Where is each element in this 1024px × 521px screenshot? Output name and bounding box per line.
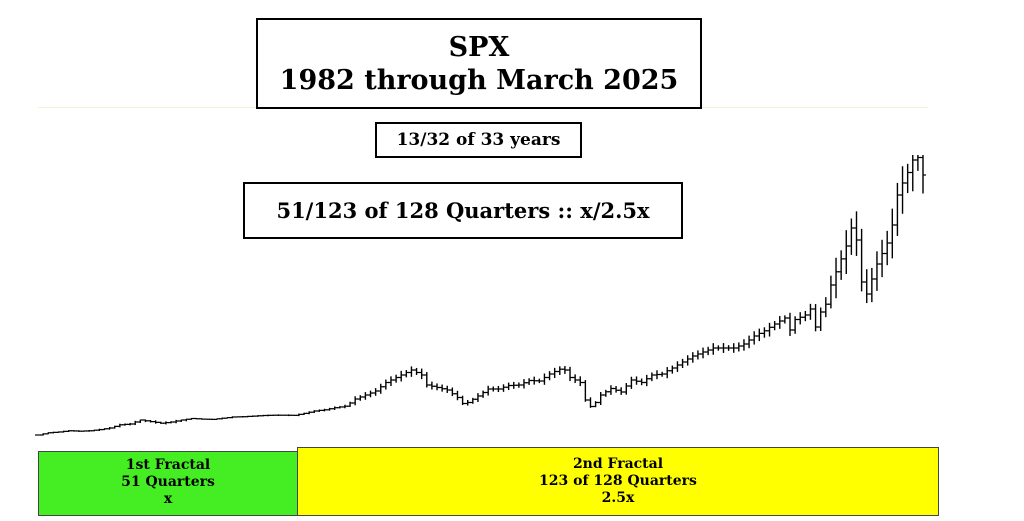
first-fractal-quarters: 51 Quarters <box>121 474 215 490</box>
first-fractal-box: 1st Fractal 51 Quarters x <box>38 451 298 516</box>
first-fractal-title: 1st Fractal <box>125 457 211 473</box>
years-label-box: 13/32 of 33 years <box>375 122 582 158</box>
title-box: SPX 1982 through March 2025 <box>256 18 702 109</box>
ohlc-bars <box>35 155 926 436</box>
first-fractal-multiplier: x <box>163 491 173 507</box>
quarters-label-box: 51/123 of 128 Quarters :: x/2.5x <box>243 182 683 239</box>
second-fractal-title: 2nd Fractal <box>572 456 664 472</box>
second-fractal-multiplier: 2.5x <box>601 490 635 506</box>
second-fractal-box: 2nd Fractal 123 of 128 Quarters 2.5x <box>297 447 939 516</box>
second-fractal-quarters: 123 of 128 Quarters <box>539 473 697 489</box>
chart-subtitle: 1982 through March 2025 <box>279 65 679 96</box>
chart-title: SPX <box>448 32 510 63</box>
